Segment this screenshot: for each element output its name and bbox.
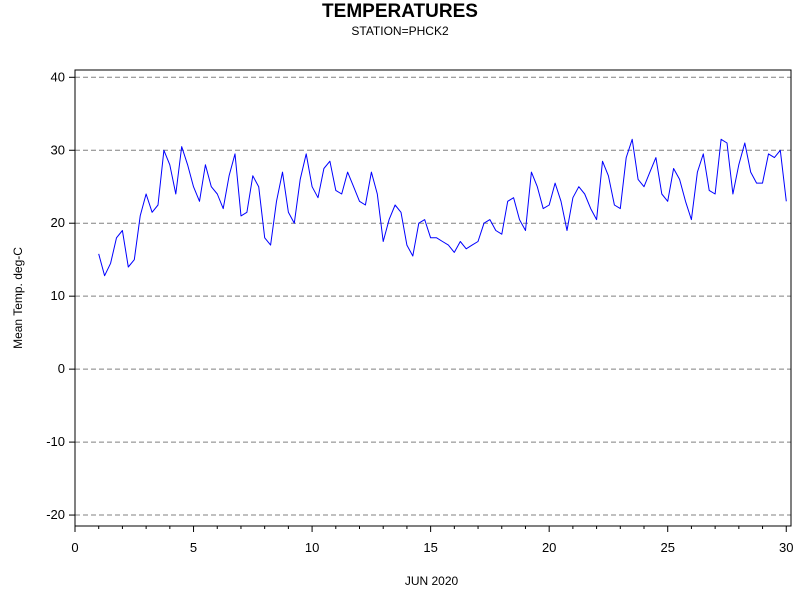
y-tick-label: 0	[58, 361, 65, 376]
x-tick-label: 25	[660, 540, 674, 555]
chart-subtitle: STATION=PHCK2	[351, 24, 449, 38]
y-tick-label: 40	[51, 69, 65, 84]
x-tick-label: 0	[71, 540, 78, 555]
y-axis: -20 -10 0 10 20 30 40	[46, 69, 75, 522]
x-tick-label: 30	[779, 540, 793, 555]
y-tick-label: -10	[46, 434, 65, 449]
plot-frame	[74, 69, 792, 527]
series-line	[98, 138, 787, 277]
x-axis: 0 5 10 15 20 25 30	[71, 526, 793, 555]
y-tick-label: 20	[51, 215, 65, 230]
y-tick-label: 10	[51, 288, 65, 303]
x-tick-label: 15	[423, 540, 437, 555]
x-tick-label: 5	[190, 540, 197, 555]
x-axis-label: JUN 2020	[404, 574, 459, 588]
grid-lines	[75, 76, 791, 516]
series-group	[98, 138, 787, 277]
y-tick-label: -20	[46, 507, 65, 522]
x-tick-label: 20	[542, 540, 556, 555]
chart-title: TEMPERATURES	[322, 1, 478, 22]
x-tick-label: 10	[305, 540, 319, 555]
y-tick-label: 30	[51, 142, 65, 157]
